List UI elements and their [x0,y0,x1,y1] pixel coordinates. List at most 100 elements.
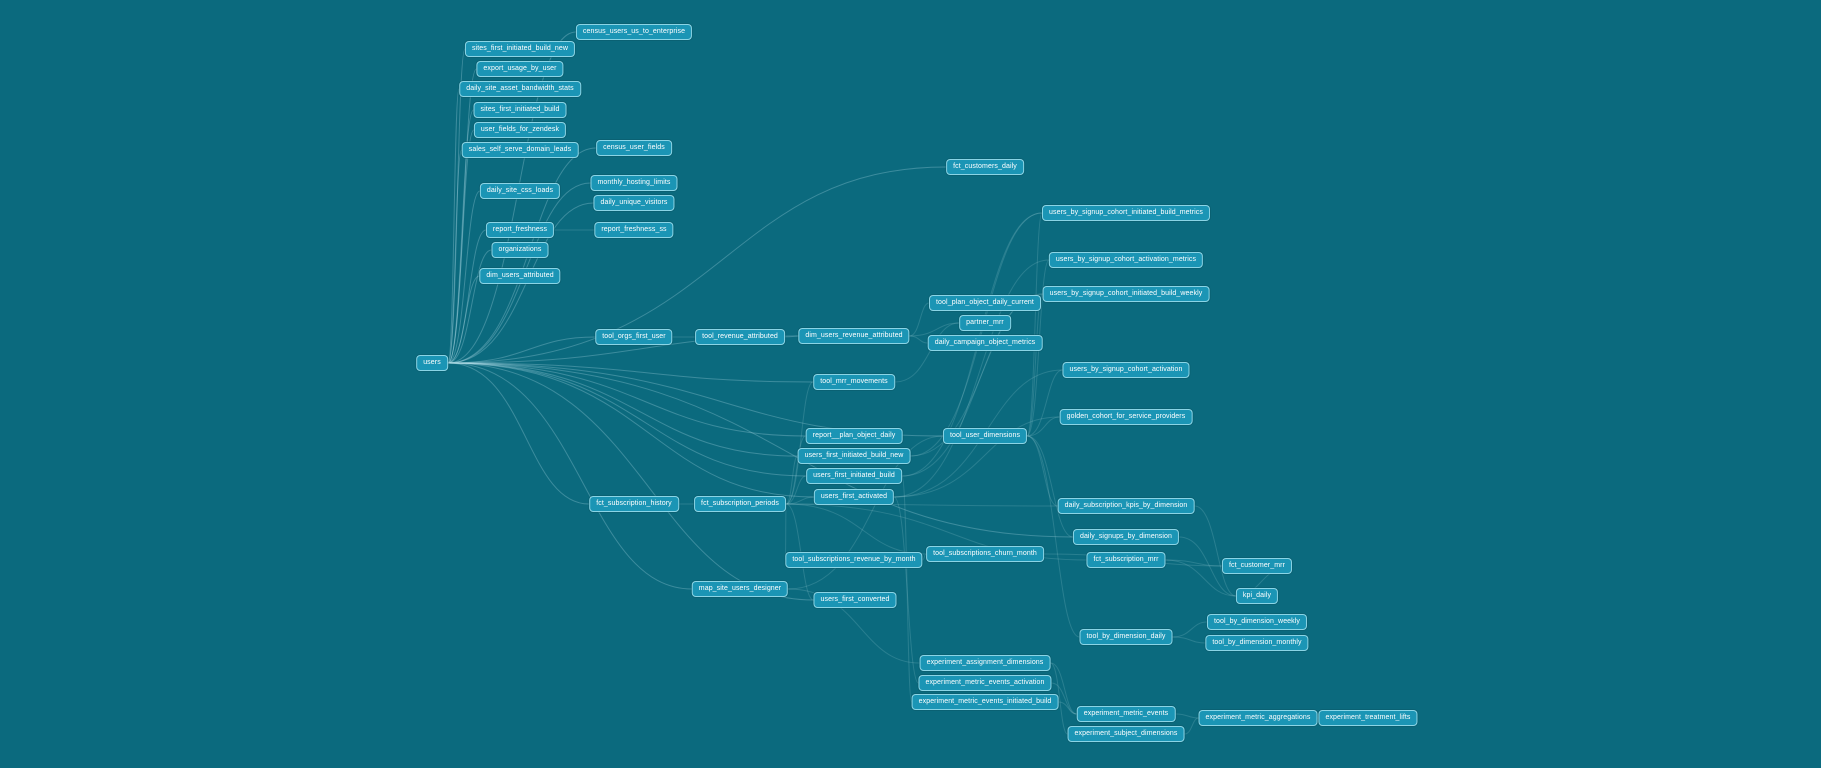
edge-users--users_first_initiated_build [447,362,807,477]
edge-daily_subscription_kpis_by_dimension--kpi_daily [1194,505,1237,597]
graph-node-daily_signups_by_dimension[interactable]: daily_signups_by_dimension [1072,529,1180,545]
edge-dim_users_revenue_attributed--partner_mrr [909,322,960,337]
graph-node-fct_subscription_mrr[interactable]: fct_subscription_mrr [1086,552,1166,568]
graph-node-experiment_metric_events[interactable]: experiment_metric_events [1076,706,1176,722]
graph-node-fct_subscription_history[interactable]: fct_subscription_history [589,496,679,512]
graph-node-daily_site_asset_bandwidth_stats[interactable]: daily_site_asset_bandwidth_stats [459,81,581,97]
graph-node-export_usage_by_user[interactable]: export_usage_by_user [476,61,564,77]
graph-node-users[interactable]: users [416,355,448,371]
graph-node-users_by_signup_cohort_initiated_build_metrics[interactable]: users_by_signup_cohort_initiated_build_m… [1041,205,1211,221]
graph-node-experiment_metric_events_initiated_build[interactable]: experiment_metric_events_initiated_build [911,694,1059,710]
graph-node-dim_users_revenue_attributed[interactable]: dim_users_revenue_attributed [798,328,910,344]
edge-tool_by_dimension_daily--tool_by_dimension_weekly [1172,621,1208,638]
edge-tool_revenue_attributed--dim_users_revenue_attributed [784,335,799,338]
edge-dim_users_revenue_attributed--tool_plan_object_daily_current [909,302,930,337]
graph-node-tool_revenue_attributed[interactable]: tool_revenue_attributed [695,329,785,345]
graph-node-report_freshness_ss[interactable]: report_freshness_ss [594,222,674,238]
edge-fct_subscription_periods--tool_mrr_movements [785,381,814,505]
graph-node-tool_subscriptions_revenue_by_month[interactable]: tool_subscriptions_revenue_by_month [785,552,923,568]
graph-node-tool_plan_object_daily_current[interactable]: tool_plan_object_daily_current [929,295,1041,311]
graph-node-organizations[interactable]: organizations [491,242,549,258]
graph-node-tool_orgs_first_user[interactable]: tool_orgs_first_user [595,329,673,345]
graph-node-users_first_initiated_build[interactable]: users_first_initiated_build [806,468,902,484]
edge-users--fct_customers_daily [447,166,947,364]
graph-node-daily_site_css_loads[interactable]: daily_site_css_loads [479,183,561,199]
edge-experiment_metric_events--experiment_metric_aggregations [1175,713,1199,719]
graph-node-tool_mrr_movements[interactable]: tool_mrr_movements [813,374,895,390]
graph-node-daily_subscription_kpis_by_dimension[interactable]: daily_subscription_kpis_by_dimension [1057,498,1195,514]
edge-users--daily_signups_by_dimension [447,362,1074,538]
edge-dim_users_revenue_attributed--daily_campaign_object_metrics [909,335,928,344]
graph-node-users_by_signup_cohort_initiated_build_weekly[interactable]: users_by_signup_cohort_initiated_build_w… [1042,286,1210,302]
edge-users--sales_self_serve_domain_leads [447,149,462,364]
edge-users_first_activated--golden_cohort_for_service_providers [893,416,1060,498]
graph-node-dim_users_attributed[interactable]: dim_users_attributed [479,268,561,284]
edge-experiment_metric_events_activation--experiment_metric_events [1051,682,1077,715]
graph-node-golden_cohort_for_service_providers[interactable]: golden_cohort_for_service_providers [1059,409,1193,425]
graph-node-daily_campaign_object_metrics[interactable]: daily_campaign_object_metrics [927,335,1043,351]
edge-users--organizations [447,249,492,364]
graph-node-sites_first_initiated_build_new[interactable]: sites_first_initiated_build_new [464,41,576,57]
edge-users--sites_first_initiated_build_new [447,48,466,364]
graph-node-fct_customers_daily[interactable]: fct_customers_daily [946,159,1024,175]
graph-node-sales_self_serve_domain_leads[interactable]: sales_self_serve_domain_leads [461,142,579,158]
edge-users_first_activated--experiment_metric_events_activation [893,496,919,684]
graph-node-kpi_daily[interactable]: kpi_daily [1235,588,1279,604]
edge-tool_by_dimension_daily--tool_by_dimension_monthly [1172,636,1206,644]
graph-node-users_first_converted[interactable]: users_first_converted [813,592,897,608]
graph-node-census_user_fields[interactable]: census_user_fields [596,140,672,156]
graph-node-partner_mrr[interactable]: partner_mrr [959,315,1011,331]
edge-users--users_first_initiated_build_new [447,362,798,457]
edge-tool_user_dimensions--daily_signups_by_dimension [1026,435,1074,538]
graph-node-map_site_users_designer[interactable]: map_site_users_designer [691,581,789,597]
graph-node-experiment_subject_dimensions[interactable]: experiment_subject_dimensions [1067,726,1185,742]
edge-tool_user_dimensions--users_by_signup_cohort_initiated_build_metrics [1026,212,1043,437]
edge-experiment_metric_events_initiated_build--experiment_metric_events [1058,701,1077,715]
graph-node-users_first_initiated_build_new[interactable]: users_first_initiated_build_new [797,448,911,464]
graph-node-user_fields_for_zendesk[interactable]: user_fields_for_zendesk [473,122,567,138]
graph-node-fct_subscription_periods[interactable]: fct_subscription_periods [694,496,786,512]
edge-tool_mrr_movements--partner_mrr [894,322,960,383]
graph-node-daily_unique_visitors[interactable]: daily_unique_visitors [593,195,675,211]
graph-node-experiment_metric_events_activation[interactable]: experiment_metric_events_activation [918,675,1052,691]
graph-node-tool_subscriptions_churn_month[interactable]: tool_subscriptions_churn_month [926,546,1044,562]
edge-users--tool_orgs_first_user [447,336,596,364]
edge-fct_subscription_periods--users_first_initiated_build_new [785,455,798,505]
edge-tool_user_dimensions--users_by_signup_cohort_activation [1026,369,1063,437]
edge-fct_subscription_periods--report__plan_object_daily [785,435,806,505]
edge-users--sites_first_initiated_build [447,109,474,364]
graph-node-users_by_signup_cohort_activation[interactable]: users_by_signup_cohort_activation [1062,362,1190,378]
edge-users--users_first_activated [447,362,815,498]
graph-node-users_first_activated[interactable]: users_first_activated [813,489,895,505]
graph-node-sites_first_initiated_build[interactable]: sites_first_initiated_build [473,102,567,118]
graph-node-tool_by_dimension_monthly[interactable]: tool_by_dimension_monthly [1205,635,1309,651]
edge-tool_user_dimensions--golden_cohort_for_service_providers [1026,416,1060,437]
graph-node-monthly_hosting_limits[interactable]: monthly_hosting_limits [590,175,678,191]
edge-map_site_users_designer--tool_user_dimensions [787,435,944,590]
edge-map_site_users_designer--experiment_assignment_dimensions [787,588,920,664]
graph-node-fct_customer_mrr[interactable]: fct_customer_mrr [1221,558,1293,574]
graph-node-census_users_us_to_enterprise[interactable]: census_users_us_to_enterprise [575,24,693,40]
graph-node-report_freshness[interactable]: report_freshness [485,222,555,238]
graph-node-tool_by_dimension_weekly[interactable]: tool_by_dimension_weekly [1206,614,1308,630]
graph-node-tool_by_dimension_daily[interactable]: tool_by_dimension_daily [1079,629,1173,645]
edge-users--user_fields_for_zendesk [447,129,475,364]
edge-fct_subscription_periods--tool_subscriptions_churn_month [785,503,927,555]
graph-node-experiment_metric_aggregations[interactable]: experiment_metric_aggregations [1198,710,1318,726]
edge-experiment_assignment_dimensions--experiment_subject_dimensions [1050,662,1068,735]
graph-node-users_by_signup_cohort_activation_metrics[interactable]: users_by_signup_cohort_activation_metric… [1048,252,1204,268]
graph-node-experiment_treatment_lifts[interactable]: experiment_treatment_lifts [1318,710,1418,726]
edge-fct_subscription_periods--users_first_initiated_build [785,475,807,505]
edge-users--report_freshness [447,229,487,364]
graph-node-tool_user_dimensions[interactable]: tool_user_dimensions [942,428,1028,444]
edge-users--daily_site_css_loads [447,190,481,364]
edge-users--tool_mrr_movements [447,362,814,383]
edge-users--map_site_users_designer [447,362,693,590]
edge-tool_user_dimensions--tool_by_dimension_daily [1026,435,1080,638]
graph-node-experiment_assignment_dimensions[interactable]: experiment_assignment_dimensions [919,655,1051,671]
edge-fct_subscription_periods--users_first_activated [785,496,815,505]
edge-users--daily_site_asset_bandwidth_stats [447,88,460,364]
graph-node-report__plan_object_daily[interactable]: report__plan_object_daily [805,428,903,444]
